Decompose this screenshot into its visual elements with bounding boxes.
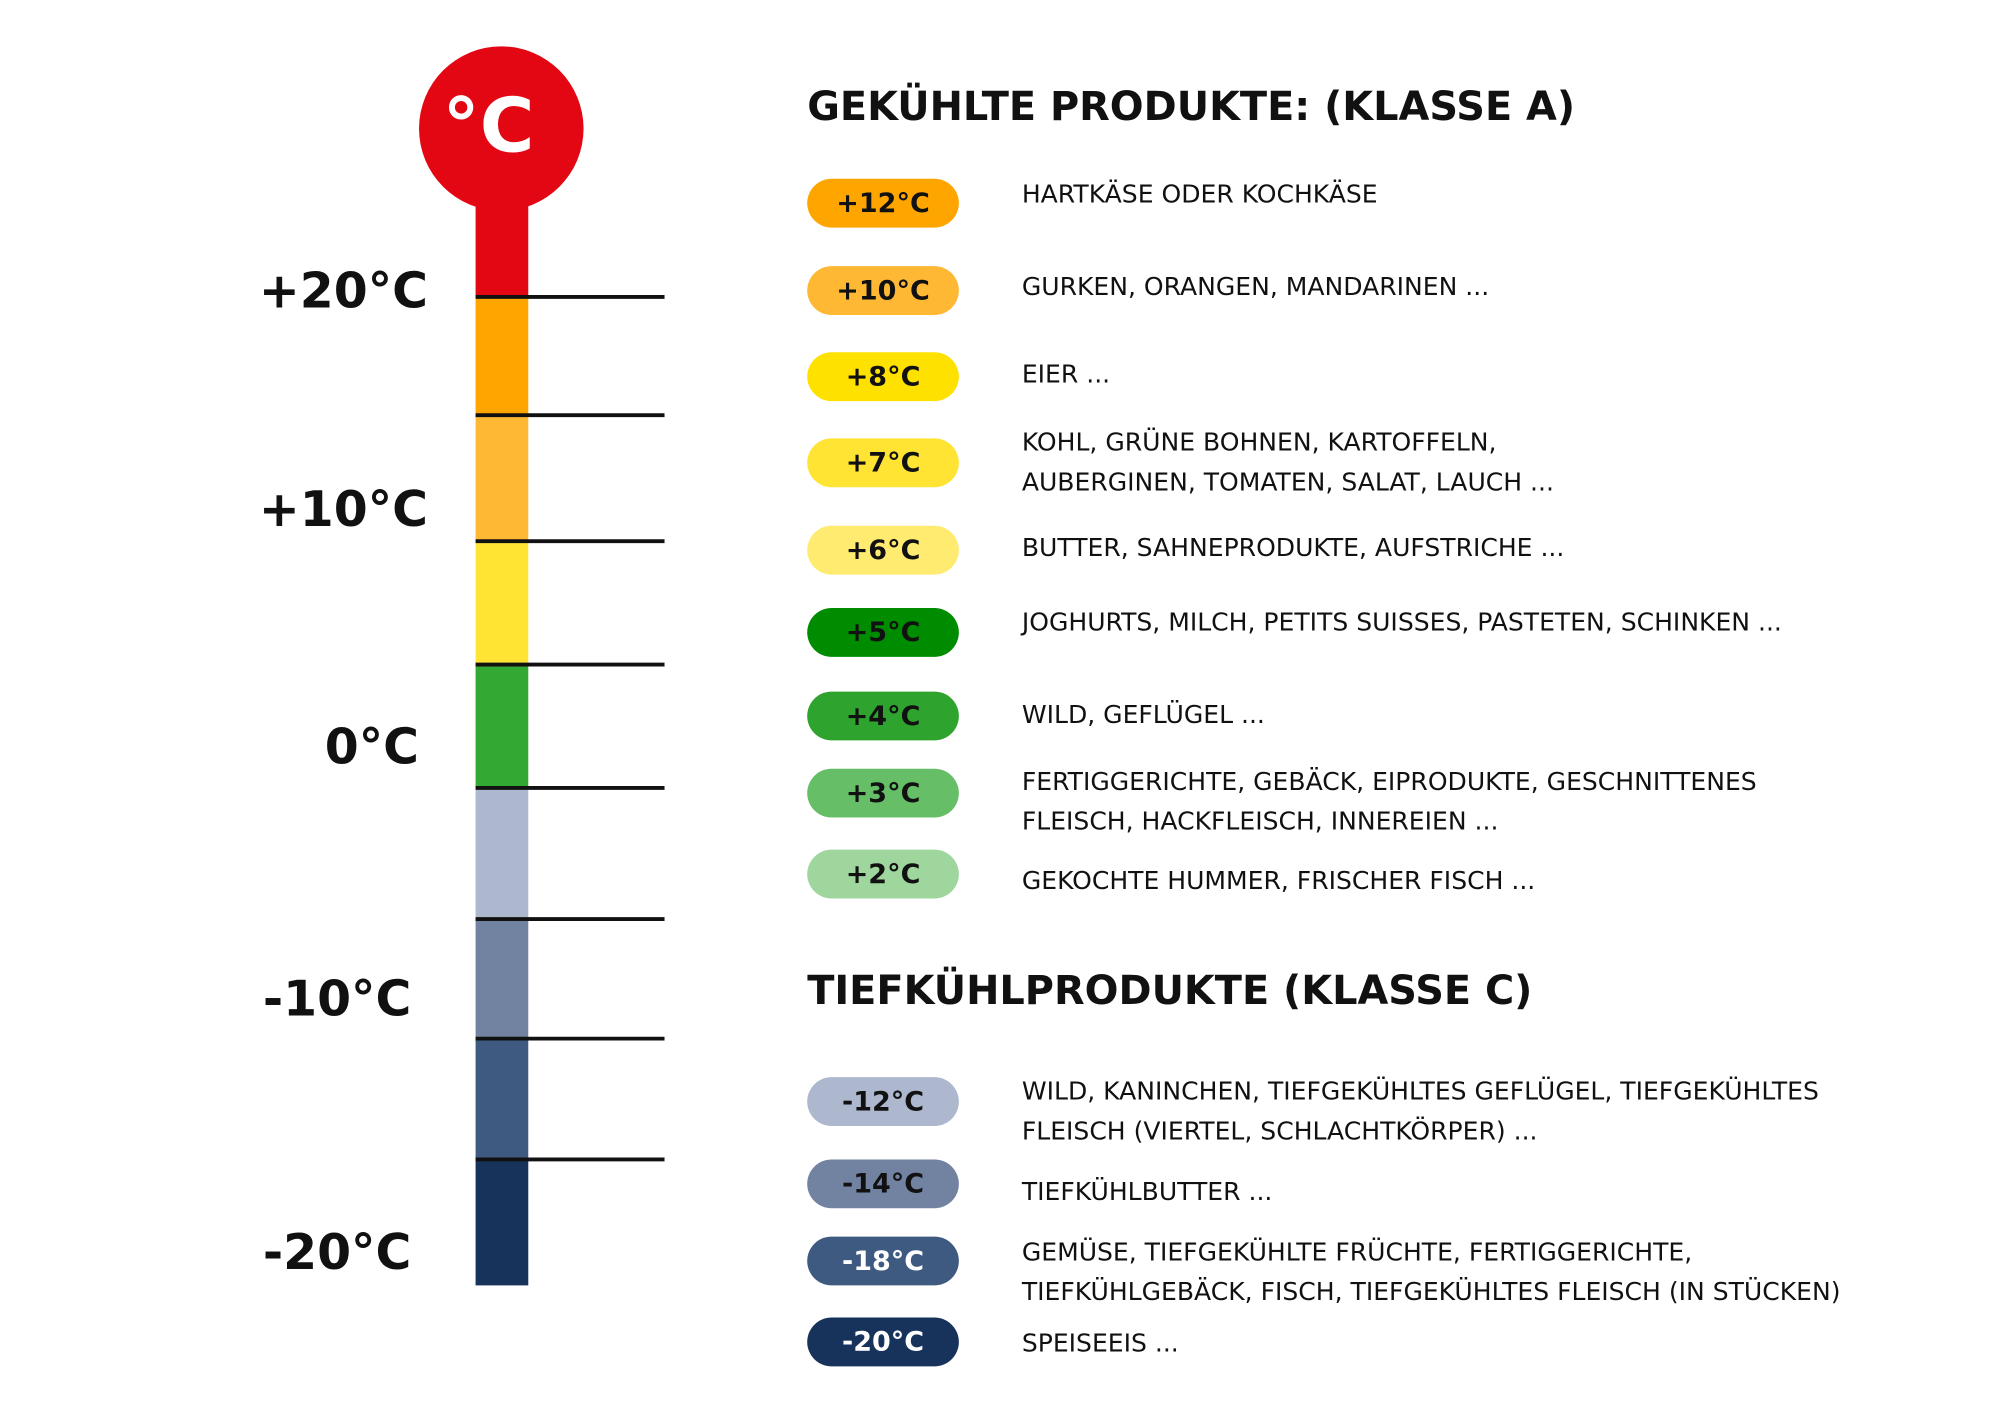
scale-label: 0°C bbox=[325, 719, 419, 776]
temperature-pill bbox=[807, 1317, 959, 1367]
temperature-pill bbox=[807, 1077, 959, 1127]
temperature-pill bbox=[807, 1236, 959, 1286]
stem-segment bbox=[475, 1038, 529, 1160]
section-title: TIEFKÜHLPRODUKTE (KLASSE C) bbox=[807, 967, 1532, 1014]
product-text: WILD, GEFLÜGEL ... bbox=[1022, 700, 1265, 729]
temperature-label: -12°C bbox=[842, 1086, 924, 1117]
stem-segment bbox=[475, 787, 529, 920]
product-text: GURKEN, ORANGEN, MANDARINEN ... bbox=[1022, 272, 1489, 301]
temperature-pill bbox=[807, 438, 959, 488]
stem-segment bbox=[475, 919, 529, 1039]
temperature-label: +5°C bbox=[846, 617, 921, 648]
section-title: GEKÜHLTE PRODUKTE: (KLASSE A) bbox=[807, 83, 1575, 130]
product-text: FERTIGGERICHTE, GEBÄCK, EIPRODUKTE, GESC… bbox=[1022, 767, 1757, 796]
stem-segment bbox=[475, 664, 529, 788]
product-text: EIER ... bbox=[1022, 359, 1110, 388]
product-text: WILD, KANINCHEN, TIEFGEKÜHLTES GEFLÜGEL,… bbox=[1022, 1077, 1819, 1106]
temperature-pill bbox=[807, 266, 959, 315]
product-text: BUTTER, SAHNEPRODUKTE, AUFSTRICHE ... bbox=[1022, 533, 1565, 562]
product-text: GEMÜSE, TIEFGEKÜHLTE FRÜCHTE, FERTIGGERI… bbox=[1022, 1237, 1692, 1266]
temperature-label: -14°C bbox=[842, 1169, 924, 1200]
temperature-label: +3°C bbox=[846, 778, 921, 809]
temperature-label: +12°C bbox=[836, 188, 929, 219]
product-text: FLEISCH, HACKFLEISCH, INNEREIEN ... bbox=[1022, 807, 1499, 836]
product-text: TIEFKÜHLGEBÄCK, FISCH, TIEFGEKÜHLTES FLE… bbox=[1021, 1277, 1841, 1306]
temperature-label: +4°C bbox=[846, 701, 921, 732]
temperature-label: +6°C bbox=[846, 535, 921, 566]
temperature-label: +2°C bbox=[846, 859, 921, 890]
stem-segment bbox=[475, 415, 529, 540]
stem-segment bbox=[475, 295, 529, 416]
bulb bbox=[419, 46, 584, 211]
scale-label: -10°C bbox=[263, 971, 411, 1028]
thermometer: °C +20°C +10°C 0°C -10°C -20°C bbox=[259, 46, 665, 1286]
product-text: TIEFKÜHLBUTTER ... bbox=[1021, 1177, 1273, 1206]
scale-label: +10°C bbox=[259, 481, 428, 538]
product-text: SPEISEEIS ... bbox=[1022, 1329, 1179, 1358]
stem-segment bbox=[475, 1159, 529, 1286]
temperature-label: +8°C bbox=[846, 361, 921, 392]
product-text: KOHL, GRÜNE BOHNEN, KARTOFFELN, bbox=[1022, 428, 1497, 457]
temperature-pill bbox=[807, 178, 959, 228]
tick-lines bbox=[475, 295, 665, 1162]
product-lists: GEKÜHLTE PRODUKTE: (KLASSE A) +12°C HARTKÄ… bbox=[807, 83, 1840, 1367]
scale-labels: +20°C +10°C 0°C -10°C -20°C bbox=[259, 262, 428, 1280]
product-text: JOGHURTS, MILCH, PETITS SUISSES, PASTETE… bbox=[1020, 607, 1782, 636]
product-text: AUBERGINEN, TOMATEN, SALAT, LAUCH ... bbox=[1022, 467, 1554, 496]
temperature-label: +10°C bbox=[836, 275, 929, 306]
temperature-label: -20°C bbox=[842, 1327, 924, 1358]
product-text: FLEISCH (VIERTEL, SCHLACHTKÖRPER) ... bbox=[1022, 1116, 1538, 1145]
temperature-pill bbox=[807, 1159, 959, 1209]
scale-label: +20°C bbox=[259, 262, 428, 319]
temperature-pill bbox=[807, 849, 959, 899]
temperature-pill bbox=[807, 608, 959, 657]
product-text: HARTKÄSE ODER KOCHKÄSE bbox=[1022, 179, 1378, 208]
temperature-pill bbox=[807, 352, 959, 402]
bulb-label: °C bbox=[442, 83, 534, 170]
temperature-label: -18°C bbox=[842, 1246, 924, 1277]
temperature-label: +7°C bbox=[846, 448, 921, 479]
scale-label: -20°C bbox=[263, 1224, 411, 1281]
temperature-pill bbox=[807, 768, 959, 818]
stem-segment bbox=[475, 539, 529, 665]
product-text: GEKOCHTE HUMMER, FRISCHER FISCH ... bbox=[1022, 866, 1535, 895]
temperature-pill bbox=[807, 525, 959, 575]
temperature-pill bbox=[807, 691, 959, 741]
